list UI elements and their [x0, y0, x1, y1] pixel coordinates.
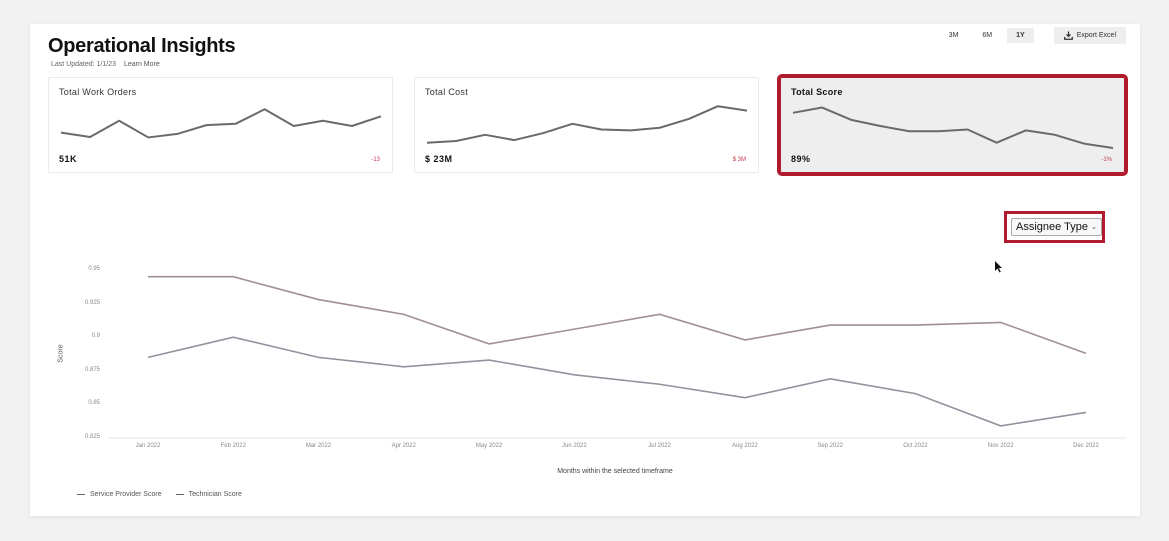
legend-swatch: [77, 494, 85, 495]
y-tick-label: 0.875: [84, 366, 100, 373]
y-tick-label: 0.85: [88, 400, 100, 407]
y-tick-label: 0.925: [84, 299, 100, 306]
plot-area: [108, 275, 1126, 439]
last-updated-text: Last Updated: 1/1/23: [51, 61, 116, 68]
x-tick-label: Sep 2022: [817, 443, 844, 449]
chevron-down-icon: ⌄: [1090, 224, 1097, 231]
kpi-title: Total Score: [791, 87, 843, 97]
operational-insights-page: Operational Insights Last Updated: 1/1/2…: [30, 24, 1140, 516]
score-line-chart: Score 0.95 0.925 0.9 0.875 0.85 0.825 Jan 202…: [30, 254, 1140, 516]
y-tick-label: 0.825: [84, 434, 100, 440]
learn-more-link[interactable]: Learn More: [123, 61, 160, 68]
kpi-delta: $ 3M: [732, 157, 746, 163]
x-axis-title: Months within the selected timeframe: [557, 468, 673, 475]
range-3m-button[interactable]: 3M: [939, 27, 968, 43]
legend-item-technician[interactable]: Technician Score: [175, 491, 242, 498]
kpi-value: 89%: [791, 154, 811, 164]
kpi-value: 51K: [59, 154, 78, 164]
x-tick-label: Mar 2022: [305, 443, 332, 449]
y-tick-label: 0.95: [88, 266, 100, 272]
x-tick-label: Dec 2022: [1073, 443, 1099, 449]
x-tick-label: May 2022: [475, 443, 503, 449]
export-excel-label: Export Excel: [1076, 31, 1116, 39]
legend-label: Service Provider Score: [90, 491, 162, 498]
series-line: [147, 336, 1087, 427]
chart-legend: Service Provider Score Technician Score: [77, 491, 242, 498]
assignee-type-highlight: Assignee Type ⌄: [1004, 211, 1105, 243]
range-1y-button[interactable]: 1Y: [1007, 27, 1034, 43]
sparkline: [426, 105, 748, 144]
legend-label: Technician Score: [188, 491, 242, 498]
export-excel-button[interactable]: Export Excel: [1053, 26, 1126, 44]
kpi-delta: -1%: [1101, 157, 1112, 163]
toolbar: 3M 6M 1Y Export Excel: [939, 25, 1126, 45]
kpi-title: Total Work Orders: [59, 87, 137, 97]
kpi-delta: -13: [371, 157, 380, 163]
page-title: Operational Insights: [48, 35, 236, 57]
series-line: [148, 275, 1087, 355]
kpi-card-total-cost[interactable]: Total Cost $ 23M $ 3M: [414, 77, 759, 173]
download-icon: [1063, 30, 1073, 40]
mouse-cursor-icon: [995, 261, 1002, 273]
y-tick-label: 0.9: [91, 333, 100, 340]
assignee-type-dropdown[interactable]: Assignee Type ⌄: [1011, 218, 1102, 236]
x-tick-label: Jun 2022: [562, 443, 587, 449]
kpi-card-total-work-orders[interactable]: Total Work Orders 51K -13: [48, 77, 393, 173]
legend-item-service-provider[interactable]: Service Provider Score: [77, 491, 162, 498]
dropdown-label: Assignee Type: [1016, 221, 1088, 233]
y-axis-title: Score: [57, 344, 65, 363]
kpi-value: $ 23M: [425, 154, 453, 164]
last-updated-line: Last Updated: 1/1/23 Learn More: [51, 61, 160, 68]
range-6m-button[interactable]: 6M: [973, 27, 1002, 43]
x-tick-label: Feb 2022: [220, 443, 246, 449]
kpi-title: Total Cost: [425, 87, 469, 97]
x-tick-label: Oct 2022: [903, 443, 928, 449]
x-tick-label: Jul 2022: [648, 443, 671, 449]
x-tick-label: Jan 2022: [135, 443, 161, 449]
sparkline: [60, 108, 382, 139]
kpi-card-total-score[interactable]: Total Score 89% -1%: [777, 74, 1128, 176]
x-tick-label: Nov 2022: [987, 443, 1014, 449]
x-tick-label: Apr 2022: [391, 443, 416, 449]
x-tick-label: Aug 2022: [732, 443, 758, 449]
legend-swatch: [175, 494, 184, 495]
sparkline: [792, 106, 1114, 149]
